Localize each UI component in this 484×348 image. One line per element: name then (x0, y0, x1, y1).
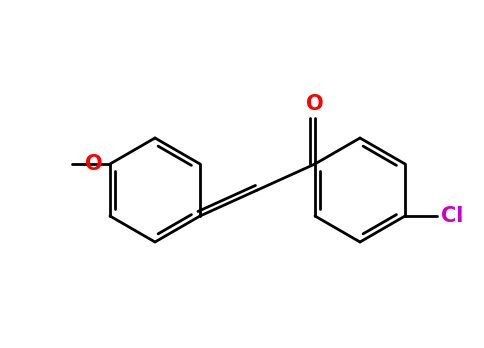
Text: Cl: Cl (440, 206, 462, 226)
Text: O: O (305, 94, 323, 114)
Text: O: O (85, 154, 103, 174)
